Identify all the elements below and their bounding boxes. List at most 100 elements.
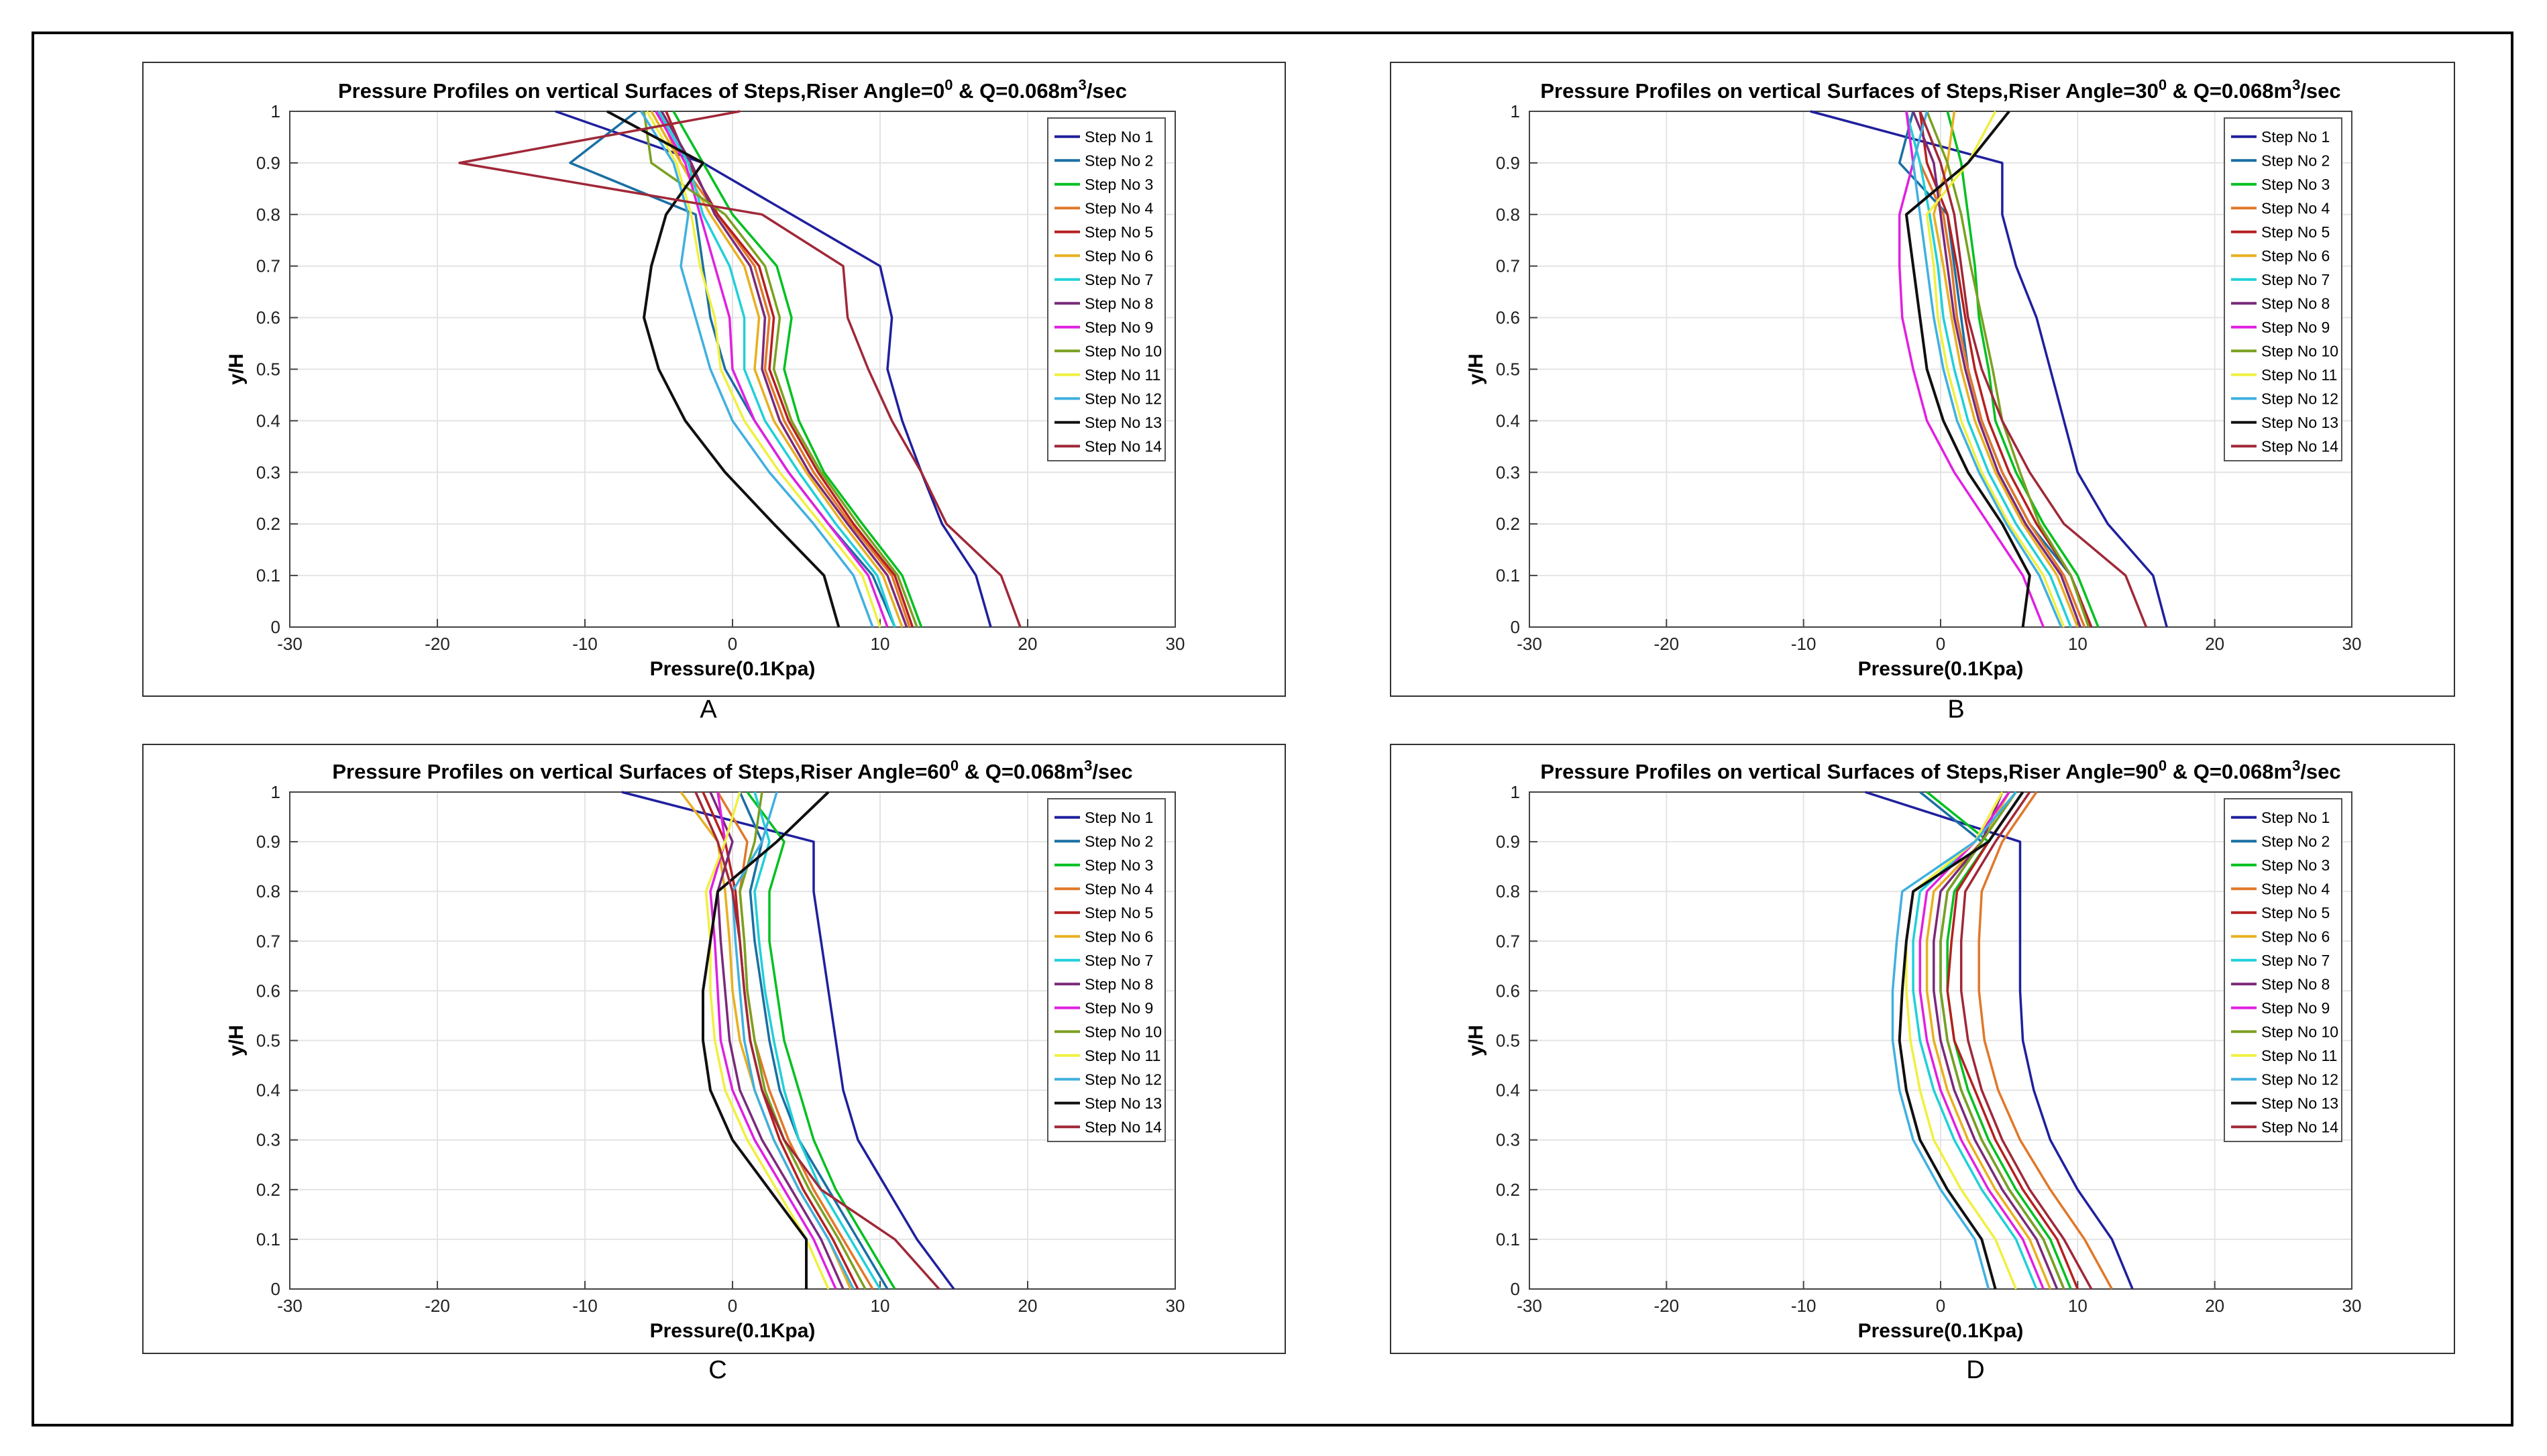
y-tick-label: 1: [1511, 101, 1520, 121]
y-axis-label: y/H: [225, 1025, 248, 1056]
y-tick-label: 0.4: [256, 1080, 280, 1101]
legend-entry: Step No 1: [2261, 128, 2330, 146]
legend-entry: Step No 14: [1085, 437, 1162, 455]
legend-entry: Step No 7: [1085, 952, 1153, 969]
x-tick-label: 10: [871, 634, 890, 654]
x-axis-label: Pressure(0.1Kpa): [1858, 1320, 2024, 1342]
series-line-step-no-11: [704, 791, 830, 1290]
y-tick-label: 0.1: [256, 565, 280, 585]
legend-entry: Step No 12: [2261, 1070, 2338, 1088]
legend-entry: Step No 8: [2261, 294, 2330, 312]
series-line-step-no-6: [1925, 791, 2052, 1290]
series-line-step-no-14: [1959, 791, 2093, 1290]
title-degree-sup: 0: [2159, 757, 2167, 774]
series-line-step-no-13: [702, 791, 830, 1289]
title-main: Pressure Profiles on vertical Surfaces o…: [338, 79, 944, 103]
legend-entry: Step No 13: [2261, 1095, 2338, 1112]
y-tick-label: 0.7: [256, 256, 280, 276]
series-line-step-no-7: [657, 111, 896, 628]
series-line-step-no-12: [1891, 791, 2017, 1290]
x-tick-label: 20: [2205, 1296, 2224, 1316]
y-tick-label: 0.7: [256, 931, 280, 951]
legend-entry: Step No 4: [2261, 199, 2330, 217]
y-tick-label: 0.8: [256, 205, 280, 225]
chart-title: Pressure Profiles on vertical Surfaces o…: [338, 76, 1127, 103]
y-tick-label: 0.4: [256, 410, 280, 431]
y-tick-label: 0.7: [1496, 931, 1520, 951]
legend-entry: Step No 10: [2261, 342, 2338, 359]
series-line-step-no-7: [753, 791, 881, 1290]
title-flow: & Q=0.068m: [2167, 760, 2292, 783]
legend-entry: Step No 13: [2261, 414, 2338, 431]
series-line-step-no-11: [1905, 791, 2018, 1290]
series-line-step-no-9: [655, 111, 889, 628]
x-tick-label: 20: [1018, 1296, 1038, 1316]
legend-entry: Step No 11: [1085, 1047, 1160, 1064]
legend-entry: Step No 13: [1085, 414, 1162, 431]
legend-entry: Step No 9: [1085, 999, 1153, 1017]
x-tick-label: 20: [1018, 634, 1038, 654]
y-tick-label: 0.3: [256, 1130, 280, 1150]
series-line-step-no-8: [1912, 111, 2082, 628]
x-tick-label: -20: [1654, 1296, 1680, 1316]
series-line-step-no-10: [643, 111, 918, 628]
x-tick-label: -10: [572, 634, 598, 654]
legend-entry: Step No 10: [1085, 1023, 1162, 1040]
x-tick-label: -30: [1517, 634, 1542, 654]
series-line-step-no-4: [657, 111, 911, 628]
chart-panel-D: -30 -20 -10 0 10 20 3000.10.20.30.40.50.60.70.…: [1390, 744, 2455, 1354]
legend-entry: Step No 9: [2261, 319, 2330, 336]
x-tick-label: -10: [572, 1296, 598, 1316]
x-tick-label: -20: [1654, 634, 1680, 654]
legend-entry: Step No 11: [2261, 1047, 2337, 1064]
legend-entry: Step No 2: [2261, 832, 2330, 850]
chart-panel-C: -30 -20 -10 0 10 20 3000.10.20.30.40.50.60.70.…: [142, 744, 1286, 1354]
legend-entry: Step No 10: [2261, 1023, 2338, 1040]
legend-entry: Step No 2: [2261, 152, 2330, 169]
legend-entry: Step No 3: [1085, 176, 1153, 193]
chart-title: Pressure Profiles on vertical Surfaces o…: [332, 757, 1132, 783]
y-tick-label: 0.3: [1496, 462, 1520, 482]
legend-entry: Step No 1: [1085, 809, 1153, 826]
x-tick-label: 0: [728, 634, 737, 654]
legend-entry: Step No 6: [2261, 247, 2330, 264]
series-line-step-no-12: [1912, 111, 2063, 628]
title-tail: /sec: [2300, 760, 2340, 783]
x-tick-label: 0: [1936, 634, 1945, 654]
y-tick-label: 0.2: [1496, 1180, 1520, 1200]
series-line-step-no-10: [1939, 791, 2065, 1290]
title-degree-sup: 0: [944, 76, 953, 93]
series-line-step-no-14: [458, 110, 1022, 628]
series-line-step-no-10: [739, 791, 867, 1290]
x-tick-label: 10: [2068, 634, 2088, 654]
x-tick-label: -30: [1517, 1296, 1542, 1316]
x-tick-label: 10: [2068, 1296, 2088, 1316]
title-flow: & Q=0.068m: [2167, 79, 2292, 103]
legend-entry: Step No 7: [2261, 952, 2330, 969]
y-tick-label: 0.1: [256, 1229, 280, 1249]
legend-entry: Step No 1: [1085, 128, 1153, 146]
x-tick-label: -30: [277, 1296, 303, 1316]
legend-entry: Step No 4: [1085, 199, 1153, 217]
chart-panel-A: -30 -20 -10 0 10 20 3000.10.20.30.40.50.60.70.…: [142, 62, 1286, 697]
series-line-step-no-14: [1918, 111, 2148, 628]
series-line-step-no-9: [1898, 111, 2045, 628]
y-tick-label: 0.1: [1496, 1229, 1520, 1249]
y-tick-label: 0.4: [1496, 410, 1520, 431]
series-line-step-no-13: [1898, 791, 2024, 1290]
legend-box: [1047, 117, 1166, 461]
x-tick-label: -20: [425, 1296, 450, 1316]
legend-entry: Step No 14: [1085, 1118, 1162, 1135]
series-line-step-no-5: [1946, 791, 2079, 1290]
legend-entry: Step No 5: [2261, 223, 2330, 241]
legend-entry: Step No 11: [1085, 366, 1160, 384]
y-tick-label: 0.6: [256, 981, 280, 1001]
series-line-step-no-3: [1946, 111, 2100, 628]
title-exponent-sup: 3: [1078, 76, 1086, 93]
legend-entry: Step No 14: [2261, 437, 2338, 455]
y-tick-label: 0.1: [1496, 565, 1520, 585]
title-exponent-sup: 3: [1084, 757, 1092, 774]
series-line-step-no-8: [1933, 791, 2059, 1290]
title-degree-sup: 0: [951, 757, 959, 774]
